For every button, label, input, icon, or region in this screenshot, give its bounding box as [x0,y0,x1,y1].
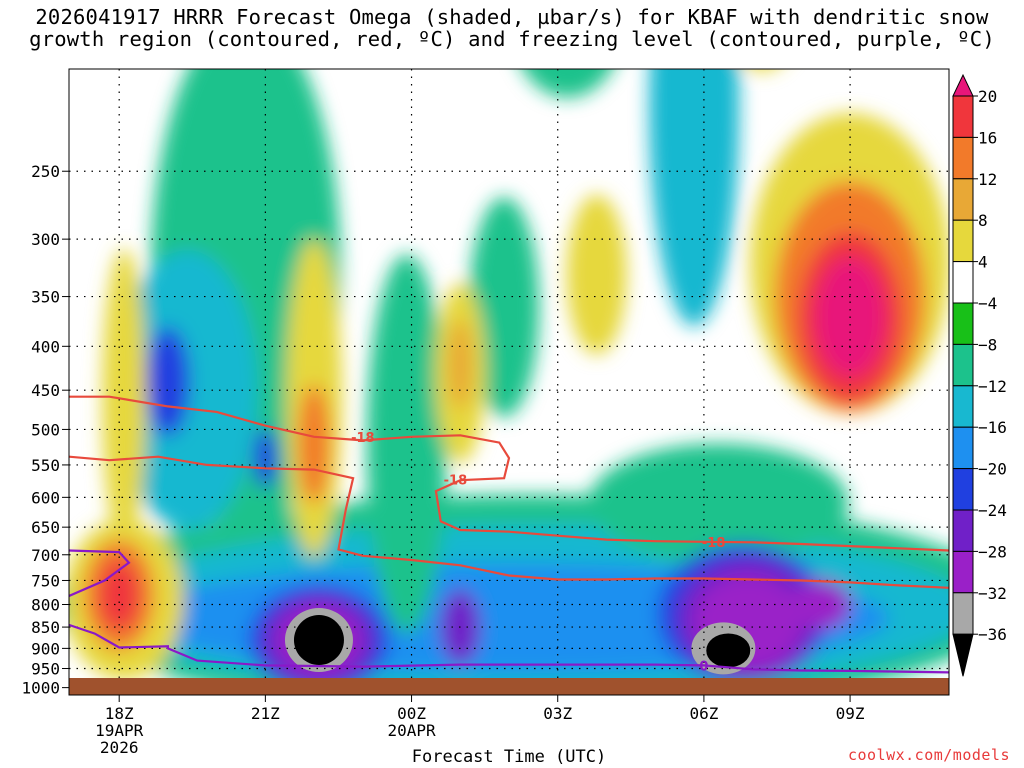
colorbar-swatch [952,73,974,97]
y-tick-label: 500 [31,420,60,439]
colorbar: 20 16 12 8 4 −4 −8 −12 −16 −20 −24 −28 −32 −36 [952,73,1007,677]
y-tick-label: 450 [31,381,60,400]
contour-label: -18 [702,536,726,551]
colorbar-label: 8 [978,211,988,230]
colorbar-label: −36 [978,625,1007,644]
colorbar-swatch [952,343,974,387]
omega-positive [301,0,357,8]
colorbar-swatch [952,219,974,263]
credit-text: coolwx.com/models [847,746,1010,764]
contours [69,395,949,674]
omega-core [145,326,190,437]
omega-shading [69,0,949,695]
colorbar-label: 16 [978,128,997,147]
y-tick-label: 350 [31,288,60,307]
y-tick-label: 650 [31,518,60,537]
contour-label: -18 [351,431,375,446]
chart-title-line-1: 2026041917 HRRR Forecast Omega (shaded, … [35,5,989,29]
omega-column [469,197,540,418]
contour-line [69,395,949,552]
colorbar-label: −8 [978,335,997,354]
colorbar-label: −12 [978,377,1007,396]
colorbar-swatch [952,385,974,428]
colorbar-label: 4 [978,253,988,272]
contour-line [69,623,949,674]
plot-area: -18 -18 -18 0 [68,0,950,696]
plot-frame [68,68,950,696]
x-tick-label: 00Z [397,704,426,723]
x-tick-label: 03Z [543,704,572,723]
colorbar-label: 20 [978,87,997,106]
colorbar-swatch [952,509,974,552]
colorbar-label: −32 [978,584,1007,603]
colorbar-swatch [952,136,974,180]
x-tick-label: 06Z [689,704,718,723]
colorbar-swatch [952,178,974,221]
omega-column [523,69,612,98]
x-tick-label: 2026 [100,738,139,757]
y-tick-label: 600 [31,488,60,507]
colorbar-label: −16 [978,418,1007,437]
colorbar-label: −28 [978,542,1007,561]
x-tick-label: 18Z [105,704,134,723]
contour-label: 0 [699,659,708,674]
colorbar-label: −4 [978,294,997,313]
y-tick-label: 550 [31,456,60,475]
y-tick-label: 250 [31,162,60,181]
omega-positive [753,69,772,71]
omega-core [706,633,751,668]
x-tick-label: 21Z [251,704,280,723]
contour-line [69,549,131,598]
contour-label: -18 [444,474,468,489]
contour-line [69,455,949,589]
chart-title-line-2: growth region (contoured, red, ºC) and f… [29,27,995,51]
y-tick-label: 800 [31,596,60,615]
contour-labels: -18 -18 -18 0 [351,431,726,675]
y-axis: 250 300 350 400 450 500 550 600 650 700 750 800 850 9… [21,162,69,698]
y-tick-label: 900 [31,639,60,658]
y-tick-label: 1000 [21,679,60,698]
y-tick-label: 700 [31,546,60,565]
omega-core [298,384,331,505]
omega-core [448,319,473,410]
omega-core [293,615,344,666]
x-tick-label: 19APR [95,721,144,740]
chart-title: 2026041917 HRRR Forecast Omega (shaded, … [0,6,1024,50]
colorbar-swatch [952,426,974,470]
omega-column [588,443,849,564]
colorbar-swatch [952,468,974,511]
colorbar-swatch [952,550,974,594]
colorbar-label: −24 [978,501,1007,520]
colorbar-swatch [952,261,974,304]
x-tick-label: 20APR [387,721,436,740]
omega-core [790,579,851,630]
colorbar-label: 12 [978,170,997,189]
colorbar-swatch [952,302,974,345]
x-axis-label: Forecast Time (UTC) [412,747,606,767]
colorbar-label: −20 [978,460,1007,479]
y-tick-label: 850 [31,618,60,637]
omega-positive [566,194,627,355]
colorbar-swatch [952,95,974,138]
colorbar-swatch [952,592,974,635]
y-tick-label: 400 [31,337,60,356]
omega-column [649,69,740,327]
omega-core [253,428,278,489]
y-tick-label: 750 [31,571,60,590]
ground-strip [69,678,949,695]
x-tick-label: 09Z [836,704,865,723]
y-tick-label: 300 [31,230,60,249]
omega-column [366,254,447,635]
colorbar-swatch [952,633,974,677]
y-tick-label: 950 [31,660,60,679]
